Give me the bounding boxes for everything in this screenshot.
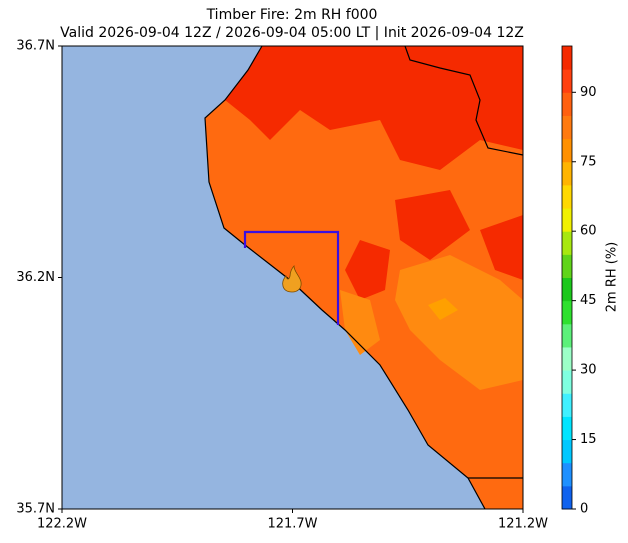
colorbar-band [562,393,572,417]
x-tick-label: 121.7W [267,517,317,532]
colorbar-band [562,46,572,70]
map-area [61,45,524,510]
dry-area [340,255,523,390]
x-tick-label: 121.2W [498,517,548,532]
colorbar-tick-label: 45 [580,293,597,308]
colorbar-tick-label: 15 [580,432,597,447]
colorbar-band [562,439,572,464]
y-tick-label: 36.7N [16,39,55,54]
title: Timber Fire: 2m RH f000 [206,7,378,23]
colorbar-tick-label: 75 [580,154,597,169]
colorbar-band [562,254,572,278]
colorbar-band [562,138,572,163]
colorbar-band [562,184,572,209]
y-tick-label: 36.2N [16,270,55,285]
colorbar-band [562,462,572,487]
humid-area [225,46,523,300]
colorbar-band [562,416,572,441]
colorbar-band [562,323,572,348]
subtitle: Valid 2026-09-04 12Z / 2026-09-04 05:00 … [60,25,524,41]
colorbar-band [562,346,572,371]
boundary [404,45,524,156]
colorbar-band [562,277,572,302]
fire-icon [282,265,302,293]
colorbar-band [562,231,572,255]
colorbar-band [562,370,572,394]
colorbar-label: 2m RH (%) [605,242,620,313]
colorbar-band [562,300,572,325]
colorbar-band [562,115,572,140]
colorbar-band [562,69,572,93]
colorbar-band [562,161,572,186]
dry-spot [428,298,458,320]
colorbar-tick-label: 0 [580,502,588,517]
study-box [243,230,340,325]
y-tick-label: 35.7N [16,502,55,517]
colorbar-tick-label: 60 [580,224,597,239]
colorbar-band [562,485,572,510]
colorbar-frame [561,45,573,510]
x-tick-label: 122.2W [37,517,87,532]
colorbar-tick-label: 90 [580,85,597,100]
colorbar-band [562,208,572,232]
colorbar-band [562,92,572,116]
colorbar-tick-label: 30 [580,363,597,378]
